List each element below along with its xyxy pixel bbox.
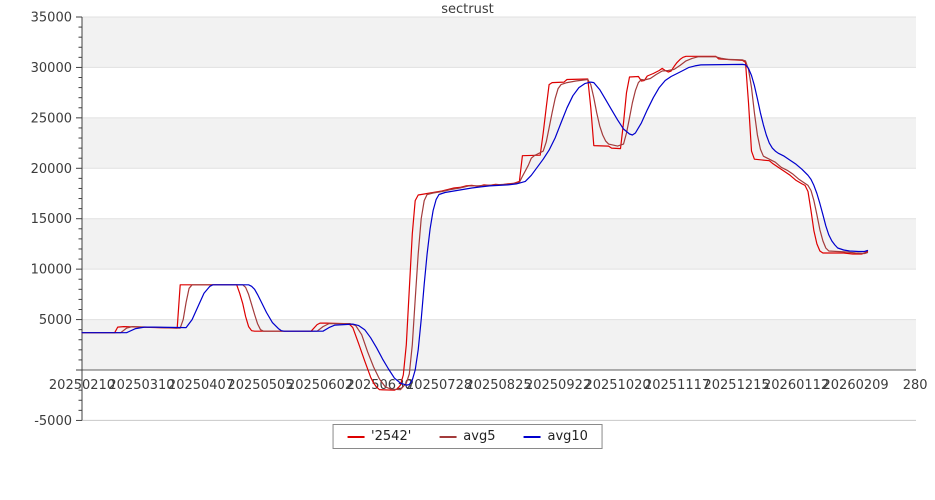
x-tick-label: 20260112 [763, 378, 829, 393]
x-tick-label: 20250825 [465, 378, 531, 393]
x-tick-label: 20250728 [406, 378, 472, 393]
y-tick-label: -5000 [34, 414, 72, 429]
plot-band [82, 17, 916, 68]
y-tick-label: 10000 [31, 263, 72, 278]
x-tick-label: 20251020 [584, 378, 650, 393]
x-tick-label: 20260209 [823, 378, 889, 393]
legend-label-2542: '2542' [371, 428, 412, 444]
chart-title: sectrust [441, 2, 494, 17]
legend-swatch-avg10 [523, 435, 541, 438]
x-tick-label: 20250210 [49, 378, 115, 393]
y-tick-label: 5000 [39, 313, 72, 328]
x-tick-label: 280 [903, 378, 928, 393]
x-tick-label: 20250310 [108, 378, 174, 393]
x-tick-label: 20250602 [287, 378, 353, 393]
plot-band [82, 319, 916, 370]
y-tick-label: 15000 [31, 212, 72, 227]
series-line-avg10 [81, 63, 869, 386]
legend-swatch-2542 [347, 435, 365, 438]
x-tick-label: 20251117 [644, 378, 710, 393]
y-tick-label: 30000 [31, 61, 72, 76]
x-tick-label: 20250407 [168, 378, 234, 393]
plot-band [82, 218, 916, 270]
legend-label-avg5: avg5 [463, 428, 496, 444]
plot-band [82, 117, 916, 169]
y-tick-label: 35000 [31, 11, 72, 26]
y-tick-label: 25000 [31, 111, 72, 126]
x-tick-label: 20251215 [703, 378, 769, 393]
y-tick-label: 20000 [31, 162, 72, 177]
legend: '2542' avg5 avg10 [332, 424, 603, 449]
x-tick-label: 20250630 [346, 378, 412, 393]
legend-item-avg5: avg5 [439, 428, 496, 444]
legend-swatch-avg5 [439, 435, 457, 438]
x-tick-label: 20250922 [525, 378, 591, 393]
series-line-avg5 [81, 56, 869, 391]
legend-item-avg10: avg10 [523, 428, 588, 444]
legend-item-2542: '2542' [347, 428, 412, 444]
legend-label-avg10: avg10 [547, 428, 588, 444]
x-tick-label: 20250505 [227, 378, 293, 393]
